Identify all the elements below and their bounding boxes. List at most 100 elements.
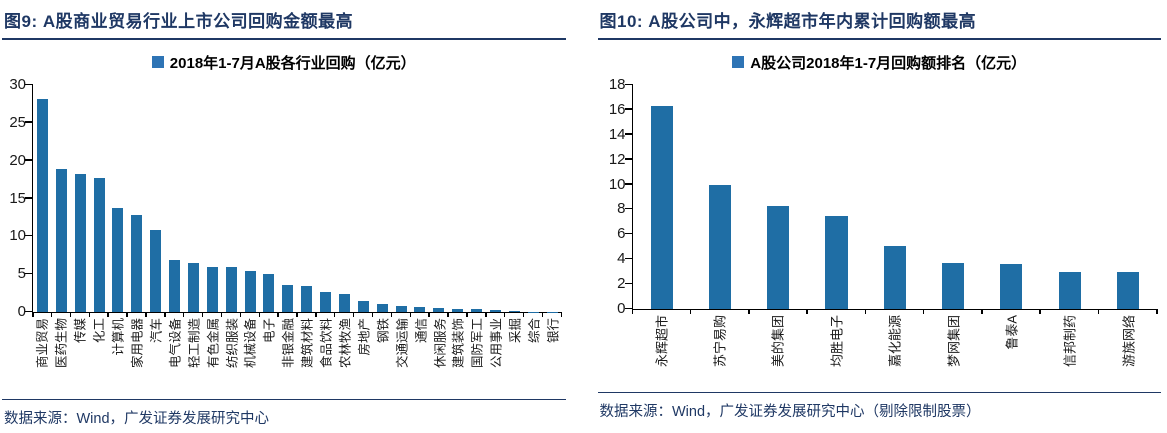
y-axis-tick-label: 20	[9, 151, 26, 169]
bar	[414, 307, 426, 312]
x-axis-tick	[981, 309, 983, 314]
y-axis-tick-label: 4	[617, 250, 626, 268]
y-axis-tick-label: 14	[608, 125, 626, 143]
x-axis-label-text: 梦网集团	[946, 315, 962, 368]
x-axis-tick	[689, 309, 692, 314]
x-axis-tick	[164, 312, 166, 317]
legend-square-icon	[732, 56, 745, 68]
x-axis-tick	[748, 309, 750, 314]
x-axis-tick	[631, 309, 633, 314]
y-axis-tick-label: 18	[608, 76, 626, 93]
y-axis-tick-label: 6	[617, 225, 626, 243]
legend-square-icon	[151, 56, 164, 68]
bar-slot	[373, 85, 392, 312]
bar-slot	[543, 85, 562, 312]
x-axis-label: 交通运输	[391, 313, 410, 399]
x-axis-label: 综合	[524, 313, 543, 399]
bar	[471, 309, 483, 312]
x-axis-label-text: 鲁泰A	[1004, 315, 1020, 350]
x-axis-label: 房地产	[353, 313, 372, 399]
x-axis-label-text: 国防军工	[470, 318, 485, 369]
bar-slot	[691, 85, 749, 309]
figure-9-legend-label: 2018年1-7月A股各行业回购（亿元）	[169, 54, 416, 72]
x-axis-label-text: 均胜电子	[829, 315, 845, 368]
x-axis-label: 商业贸易	[32, 313, 51, 399]
x-axis-tick	[428, 312, 430, 317]
y-axis-tick-label: 12	[608, 150, 626, 168]
x-axis-label-text: 纺织服装	[225, 318, 240, 369]
y-axis-tick	[624, 282, 633, 285]
y-axis-tick	[624, 133, 633, 135]
bar	[508, 311, 520, 312]
x-axis-tick	[315, 312, 317, 317]
x-axis-label-text: 传媒	[73, 318, 88, 344]
bar-slot	[505, 85, 524, 312]
bar	[357, 301, 369, 312]
x-axis-label: 嘉化能源	[865, 310, 923, 392]
plot-area-wrap: 商业贸易 医药生物 传媒 化工 计算机 家用电器 汽车 电气设备 轻工制造 有色金属 纺织服装 机械设…	[25, 83, 566, 399]
x-axis-label-text: 休闲服务	[433, 318, 448, 369]
bar-slot	[486, 85, 505, 312]
y-axis-tick-label: 10	[9, 227, 26, 245]
bar	[263, 274, 275, 312]
bar-slot	[52, 85, 71, 312]
y-axis-tick	[624, 232, 633, 235]
bar-slot	[807, 85, 865, 309]
x-axis-tick	[182, 312, 185, 317]
x-axis-label-text: 建筑装饰	[451, 318, 466, 369]
bar-slot	[127, 85, 146, 312]
plot-area-wrap: 永辉超市 苏宁易购 美的集团 均胜电子 嘉化能源 梦网集团 鲁泰A 信邦制药 游族网络	[624, 83, 1162, 392]
x-axis-label-text: 嘉化能源	[887, 315, 903, 368]
x-axis-label-text: 轻工制造	[187, 318, 202, 369]
bar	[650, 106, 673, 309]
bar	[883, 245, 906, 309]
y-axis-tick	[624, 158, 633, 160]
x-axis-tick	[352, 312, 355, 317]
x-axis-label-text: 交通运输	[395, 318, 410, 369]
x-axis-label: 通信	[410, 313, 429, 399]
x-axis-tick	[390, 312, 393, 317]
x-axis-label-text: 钢铁	[376, 318, 391, 344]
x-axis-label-text: 化工	[92, 318, 107, 344]
x-axis-label: 汽车	[145, 313, 164, 399]
y-axis-tick	[624, 257, 633, 260]
x-axis-labels: 商业贸易 医药生物 传媒 化工 计算机 家用电器 汽车 电气设备 轻工制造 有色金属 纺织服装 机械设…	[32, 313, 562, 399]
plot-area	[624, 83, 1158, 314]
bar	[546, 311, 558, 312]
y-axis-tick-label: 2	[617, 275, 626, 293]
x-axis-tick	[220, 312, 223, 317]
x-axis-label-text: 永辉超市	[654, 315, 670, 368]
bar-slot	[90, 85, 109, 312]
bar	[112, 208, 124, 312]
x-axis-label-text: 通信	[414, 318, 429, 344]
x-axis-label: 电气设备	[164, 313, 183, 399]
x-axis-label: 建筑装饰	[448, 313, 467, 399]
x-axis-tick	[806, 309, 808, 314]
y-axis-tick-label: 0	[617, 300, 626, 317]
figure-10-title: 图10: A股公司中，永辉超市年内累计回购额最高	[597, 0, 1161, 40]
bar-slot	[297, 85, 316, 312]
bar-slot	[866, 85, 924, 309]
x-axis-labels: 永辉超市 苏宁易购 美的集团 均胜电子 嘉化能源 梦网集团 鲁泰A 信邦制药 游族网络	[632, 310, 1158, 392]
x-axis-label-text: 计算机	[111, 318, 126, 356]
bar	[74, 173, 86, 312]
figure-10-bar-chart: 0 2 4 6 8 10 12 14 16 18 永辉超市 苏宁易购 美的集团 均胜电子 嘉化能源 梦网集团 鲁…	[598, 76, 1162, 392]
bar-slot	[184, 85, 203, 312]
bar	[338, 293, 350, 312]
bar-slot	[1099, 85, 1157, 309]
x-axis-label-text: 公用事业	[489, 318, 504, 369]
x-axis-label-text: 苏宁易购	[712, 315, 728, 368]
x-axis-label: 农林牧渔	[335, 313, 354, 399]
bar-slot	[392, 85, 411, 312]
y-axis-tick-label: 16	[608, 100, 626, 118]
figure-9-bar-chart: 0 5 10 15 20 25 30 商业贸易 医药生物 传媒 化工 计算机 家用电器 汽车 电气设备 轻工制…	[2, 76, 566, 399]
x-axis-label: 钢铁	[372, 313, 391, 399]
x-axis-label-text: 商业贸易	[35, 318, 50, 369]
bar	[708, 184, 731, 309]
figure-9-legend: 2018年1-7月A股各行业回购（亿元）	[2, 53, 566, 72]
x-axis-label-text: 银行	[546, 318, 561, 344]
bar-slot	[316, 85, 335, 312]
y-axis: 0 5 10 15 20 25 30	[2, 76, 32, 320]
x-axis-label: 苏宁易购	[690, 310, 748, 392]
x-axis-tick	[864, 309, 867, 314]
